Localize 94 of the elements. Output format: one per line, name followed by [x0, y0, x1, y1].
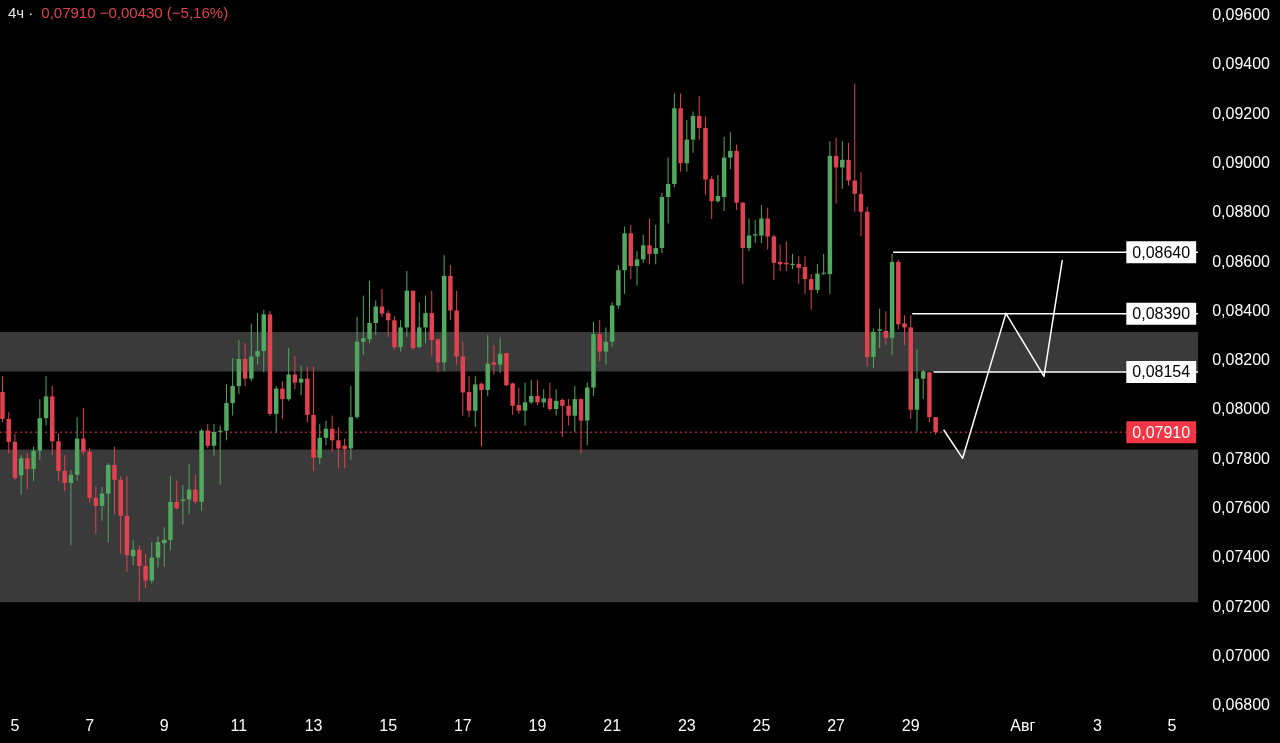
x-tick-label: 19 — [528, 716, 547, 734]
candlestick — [746, 217, 752, 252]
chart-title: 4ч · — [8, 4, 34, 22]
ref-line-label: 0,07910 — [1132, 423, 1191, 441]
candlestick — [230, 357, 235, 417]
candlestick — [25, 452, 30, 491]
candlestick — [81, 407, 86, 456]
candlestick — [634, 250, 640, 287]
y-tick-label: 0,08800 — [1212, 203, 1271, 221]
x-tick-label: 23 — [677, 716, 696, 734]
candlestick — [155, 535, 161, 569]
y-tick-label: 0,06800 — [1212, 696, 1271, 714]
candlestick — [647, 217, 652, 265]
candlestick — [398, 319, 403, 353]
x-tick-label: 17 — [453, 716, 472, 734]
candlestick — [174, 480, 179, 510]
x-tick-label: 3 — [1092, 716, 1102, 734]
y-tick-label: 0,09600 — [1212, 6, 1271, 24]
candlestick — [603, 326, 609, 366]
candlestick — [62, 454, 67, 492]
x-tick-label: 5 — [10, 716, 20, 734]
candlestick — [808, 273, 814, 311]
chart-subtitle: 0,07910 −0,00430 (−5,16%) — [41, 4, 229, 22]
y-tick-label: 0,08000 — [1212, 400, 1271, 418]
candlestick — [572, 385, 578, 433]
candlestick — [423, 295, 428, 344]
y-tick-label: 0,07000 — [1212, 646, 1271, 664]
y-tick-label: 0,09000 — [1212, 153, 1271, 171]
candlestick — [547, 382, 553, 412]
y-tick-label: 0,08200 — [1212, 351, 1271, 369]
candlestick — [846, 142, 851, 186]
candlestick — [840, 140, 845, 190]
candlestick — [821, 253, 826, 276]
y-tick-label: 0,07800 — [1212, 449, 1271, 467]
candlestick — [242, 342, 248, 387]
candlestick — [815, 263, 820, 294]
x-tick-label: 15 — [379, 716, 398, 734]
y-tick-label: 0,09400 — [1212, 55, 1271, 73]
y-tick-label: 0,09200 — [1212, 104, 1271, 122]
candlestick — [43, 375, 49, 427]
x-tick-label: 13 — [304, 716, 323, 734]
candlestick — [728, 131, 733, 170]
candlestick — [479, 382, 484, 448]
candlestick — [280, 380, 285, 420]
x-tick-label: 29 — [901, 716, 920, 734]
x-tick-label: 21 — [603, 716, 622, 734]
candlestick — [137, 544, 142, 602]
candlestick — [317, 423, 322, 465]
candlestick — [249, 322, 254, 382]
y-tick-label: 0,08400 — [1212, 301, 1271, 319]
candlestick — [491, 344, 497, 375]
candlestick — [466, 375, 472, 418]
candlestick — [193, 474, 198, 505]
candlestick — [597, 319, 602, 362]
candlestick — [883, 310, 889, 346]
candlestick — [529, 379, 534, 405]
candlestick — [560, 397, 565, 438]
candlestick — [373, 300, 378, 336]
candlestick — [211, 423, 217, 457]
candlestick — [180, 484, 186, 526]
annotation: 0,08390 — [1132, 305, 1191, 323]
y-tick-label: 0,08600 — [1212, 252, 1271, 270]
candlestick — [522, 382, 528, 427]
candlestick — [417, 301, 422, 349]
x-tick-label: 27 — [827, 716, 846, 734]
candlestick — [578, 397, 584, 454]
annotation: 0,08640 — [1132, 243, 1191, 261]
x-tick-label: 5 — [1167, 716, 1177, 734]
candlestick — [566, 398, 571, 427]
y-tick-label: 0,07200 — [1212, 597, 1271, 615]
x-tick-label: 11 — [230, 716, 248, 734]
candlestick — [6, 411, 11, 454]
y-tick-label: 0,07400 — [1212, 548, 1271, 566]
candlestick — [379, 288, 385, 318]
candlestick — [205, 423, 211, 449]
x-tick-label: 7 — [85, 716, 95, 734]
candlestick — [690, 110, 696, 154]
y-tick-label: 0,07600 — [1212, 499, 1271, 517]
candlestick — [497, 337, 503, 374]
candlestick — [143, 553, 148, 589]
candlestick — [516, 387, 522, 415]
annotation: 0,08154 — [1132, 363, 1191, 381]
candlestick — [535, 379, 540, 406]
x-tick-label: Авг — [1010, 716, 1036, 734]
candlestick — [255, 312, 260, 366]
candlestick — [877, 308, 882, 349]
candlestick — [765, 207, 770, 251]
candlestick — [920, 369, 926, 400]
candlestick — [31, 446, 36, 482]
x-tick-label: 9 — [159, 716, 169, 734]
candlestick — [653, 224, 658, 265]
candlestick — [112, 446, 117, 515]
x-tick-label: 25 — [752, 716, 771, 734]
candlestick — [759, 204, 764, 244]
